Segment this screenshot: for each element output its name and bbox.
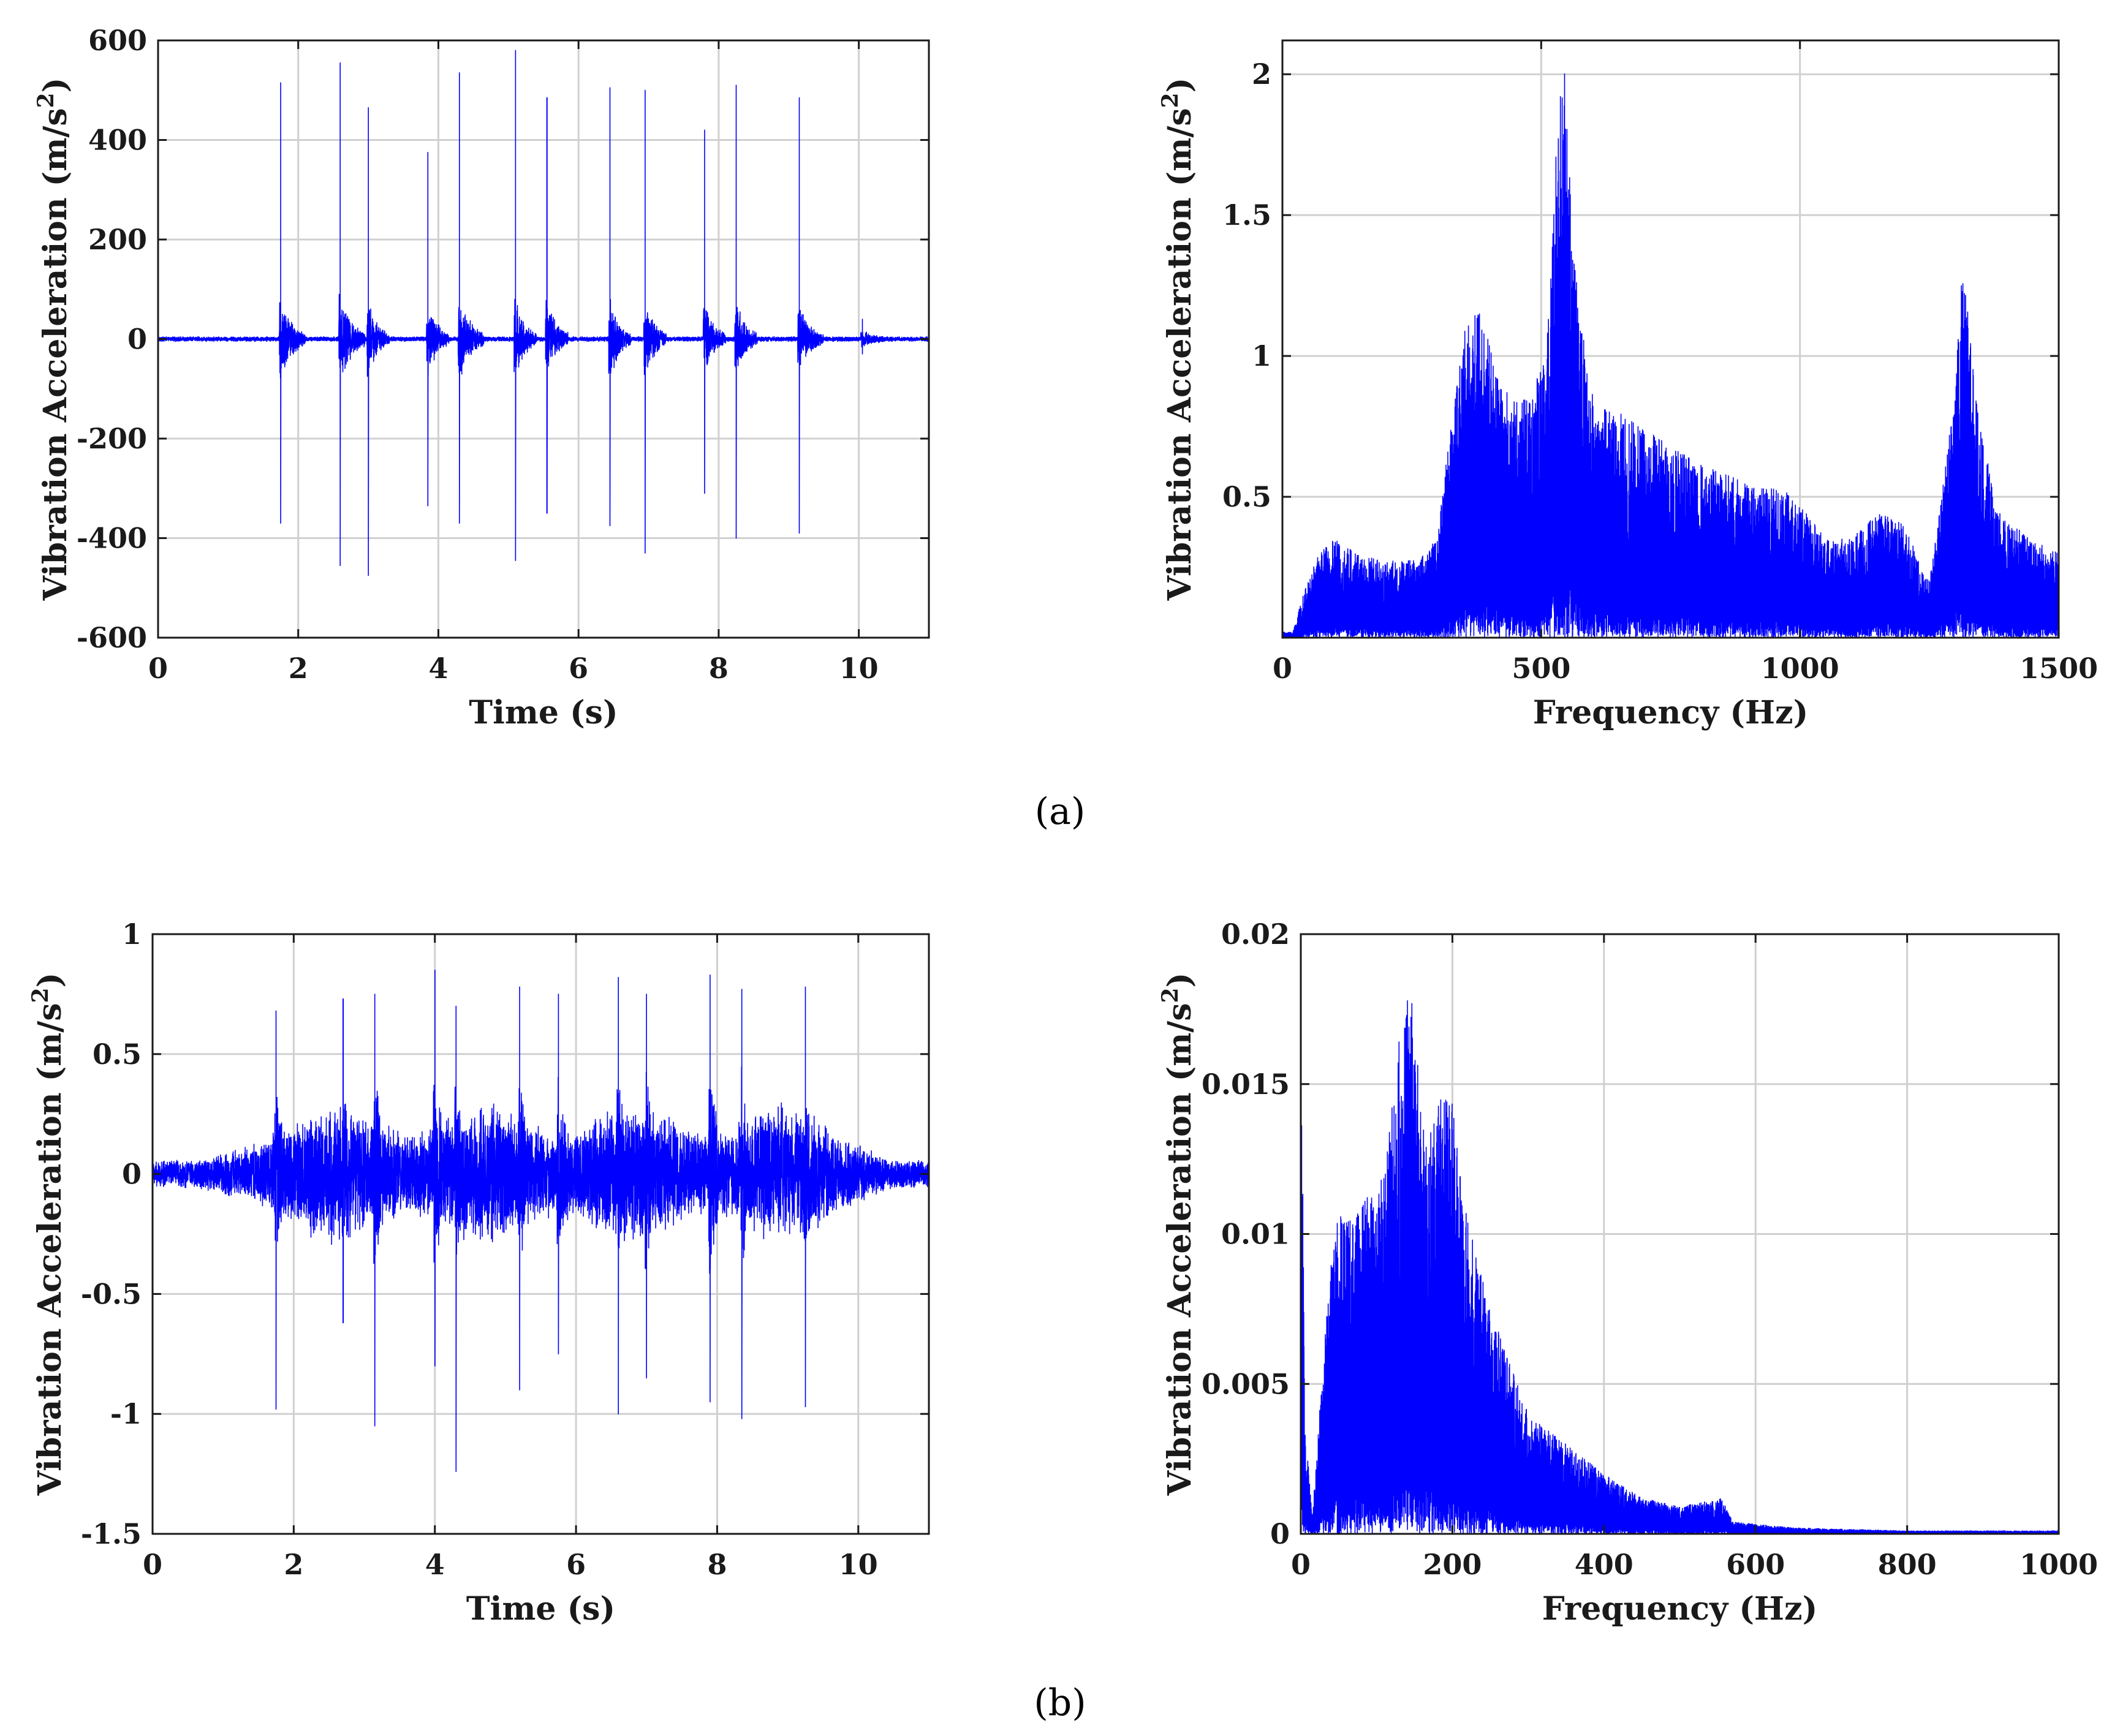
x-axis-label: Frequency (Hz) [1533, 694, 1808, 731]
x-tick-label: 0 [148, 652, 168, 685]
x-tick-label: 4 [425, 1548, 445, 1581]
x-tick-label: 0 [1291, 1548, 1311, 1581]
y-tick-label: -0.5 [81, 1277, 142, 1310]
y-axis-label: Vibration Acceleration (m/s2) [1157, 973, 1198, 1496]
y-tick-label: 0.5 [93, 1038, 142, 1071]
y-axis-label: Vibration Acceleration (m/s2) [28, 973, 69, 1496]
y-tick-label: 200 [88, 223, 147, 256]
vibration-signal-line [158, 50, 929, 576]
x-tick-label: 6 [569, 652, 588, 685]
plot-frame [151, 933, 930, 1535]
y-tick-label: -400 [77, 522, 147, 555]
panel-label-a: (a) [1035, 790, 1086, 833]
y-tick-label: 0.005 [1202, 1367, 1290, 1400]
plot-frame [1281, 39, 2060, 639]
x-tick-label: 200 [1423, 1548, 1482, 1581]
x-tick-label: 4 [428, 652, 448, 685]
chart-b-time-domain: 0 2 4 6 8 10 -1.5 -1 -0.5 0 0.5 1 Time (s) Vibratio… [28, 918, 930, 1628]
x-tick-label: 10 [839, 652, 879, 685]
y-tick-label: 1 [122, 918, 142, 951]
x-tick-label: 1500 [2020, 652, 2098, 685]
x-tick-label: 1000 [2020, 1548, 2098, 1581]
x-tick-label: 2 [284, 1548, 303, 1581]
y-tick-label: 0.5 [1222, 480, 1271, 513]
x-tick-label: 6 [566, 1548, 586, 1581]
y-tick-label: -1 [110, 1397, 142, 1430]
y-tick-label: 0.01 [1221, 1218, 1290, 1251]
x-tick-label: 0 [1273, 652, 1292, 685]
vibration-signal-line [153, 969, 929, 1472]
chart-b-frequency-domain: 0 200 400 600 800 1000 0 0.005 0.01 0.015 0.02 Fre… [1157, 918, 2098, 1628]
y-tick-label: 0 [122, 1158, 142, 1191]
y-tick-label: 1.5 [1222, 198, 1271, 232]
x-tick-label: 10 [839, 1548, 878, 1581]
y-tick-label: -200 [77, 422, 147, 455]
x-axis-label: Frequency (Hz) [1542, 1590, 1817, 1628]
y-tick-label: -1.5 [81, 1517, 142, 1550]
y-tick-label: 0.02 [1221, 918, 1290, 951]
y-tick-label: 2 [1252, 58, 1271, 91]
y-tick-label: 0 [1270, 1517, 1290, 1550]
spectrum-line [1282, 73, 2059, 638]
y-tick-label: 400 [88, 124, 147, 157]
x-axis-label: Time (s) [469, 694, 618, 731]
x-tick-label: 1000 [1761, 652, 1839, 685]
y-tick-label: 1 [1252, 339, 1271, 372]
spectrum-line [1301, 970, 2059, 1534]
y-tick-label: 600 [88, 24, 147, 57]
x-tick-label: 8 [709, 652, 729, 685]
panel-label-b: (b) [1034, 1681, 1086, 1724]
x-tick-label: 500 [1512, 652, 1570, 685]
x-tick-label: 0 [143, 1548, 162, 1581]
y-axis-label: Vibration Acceleration (m/s2) [1157, 78, 1198, 602]
x-tick-label: 2 [289, 652, 308, 685]
x-tick-label: 600 [1726, 1548, 1785, 1581]
x-tick-label: 8 [707, 1548, 727, 1581]
y-tick-label: -600 [77, 621, 147, 654]
x-tick-label: 800 [1878, 1548, 1937, 1581]
chart-a-time-domain: 0 2 4 6 8 10 -600 -400 -200 0 200 400 600 Time (s) V… [33, 24, 930, 731]
x-tick-label: 400 [1575, 1548, 1634, 1581]
x-axis-label: Time (s) [466, 1590, 615, 1628]
y-axis-label: Vibration Acceleration (m/s2) [33, 78, 74, 602]
chart-a-frequency-domain: 0 500 1000 1500 0.5 1 1.5 2 Frequency (Hz) Vibr… [1157, 39, 2098, 731]
y-tick-label: 0.015 [1202, 1068, 1290, 1101]
y-tick-label: 0 [127, 323, 147, 356]
